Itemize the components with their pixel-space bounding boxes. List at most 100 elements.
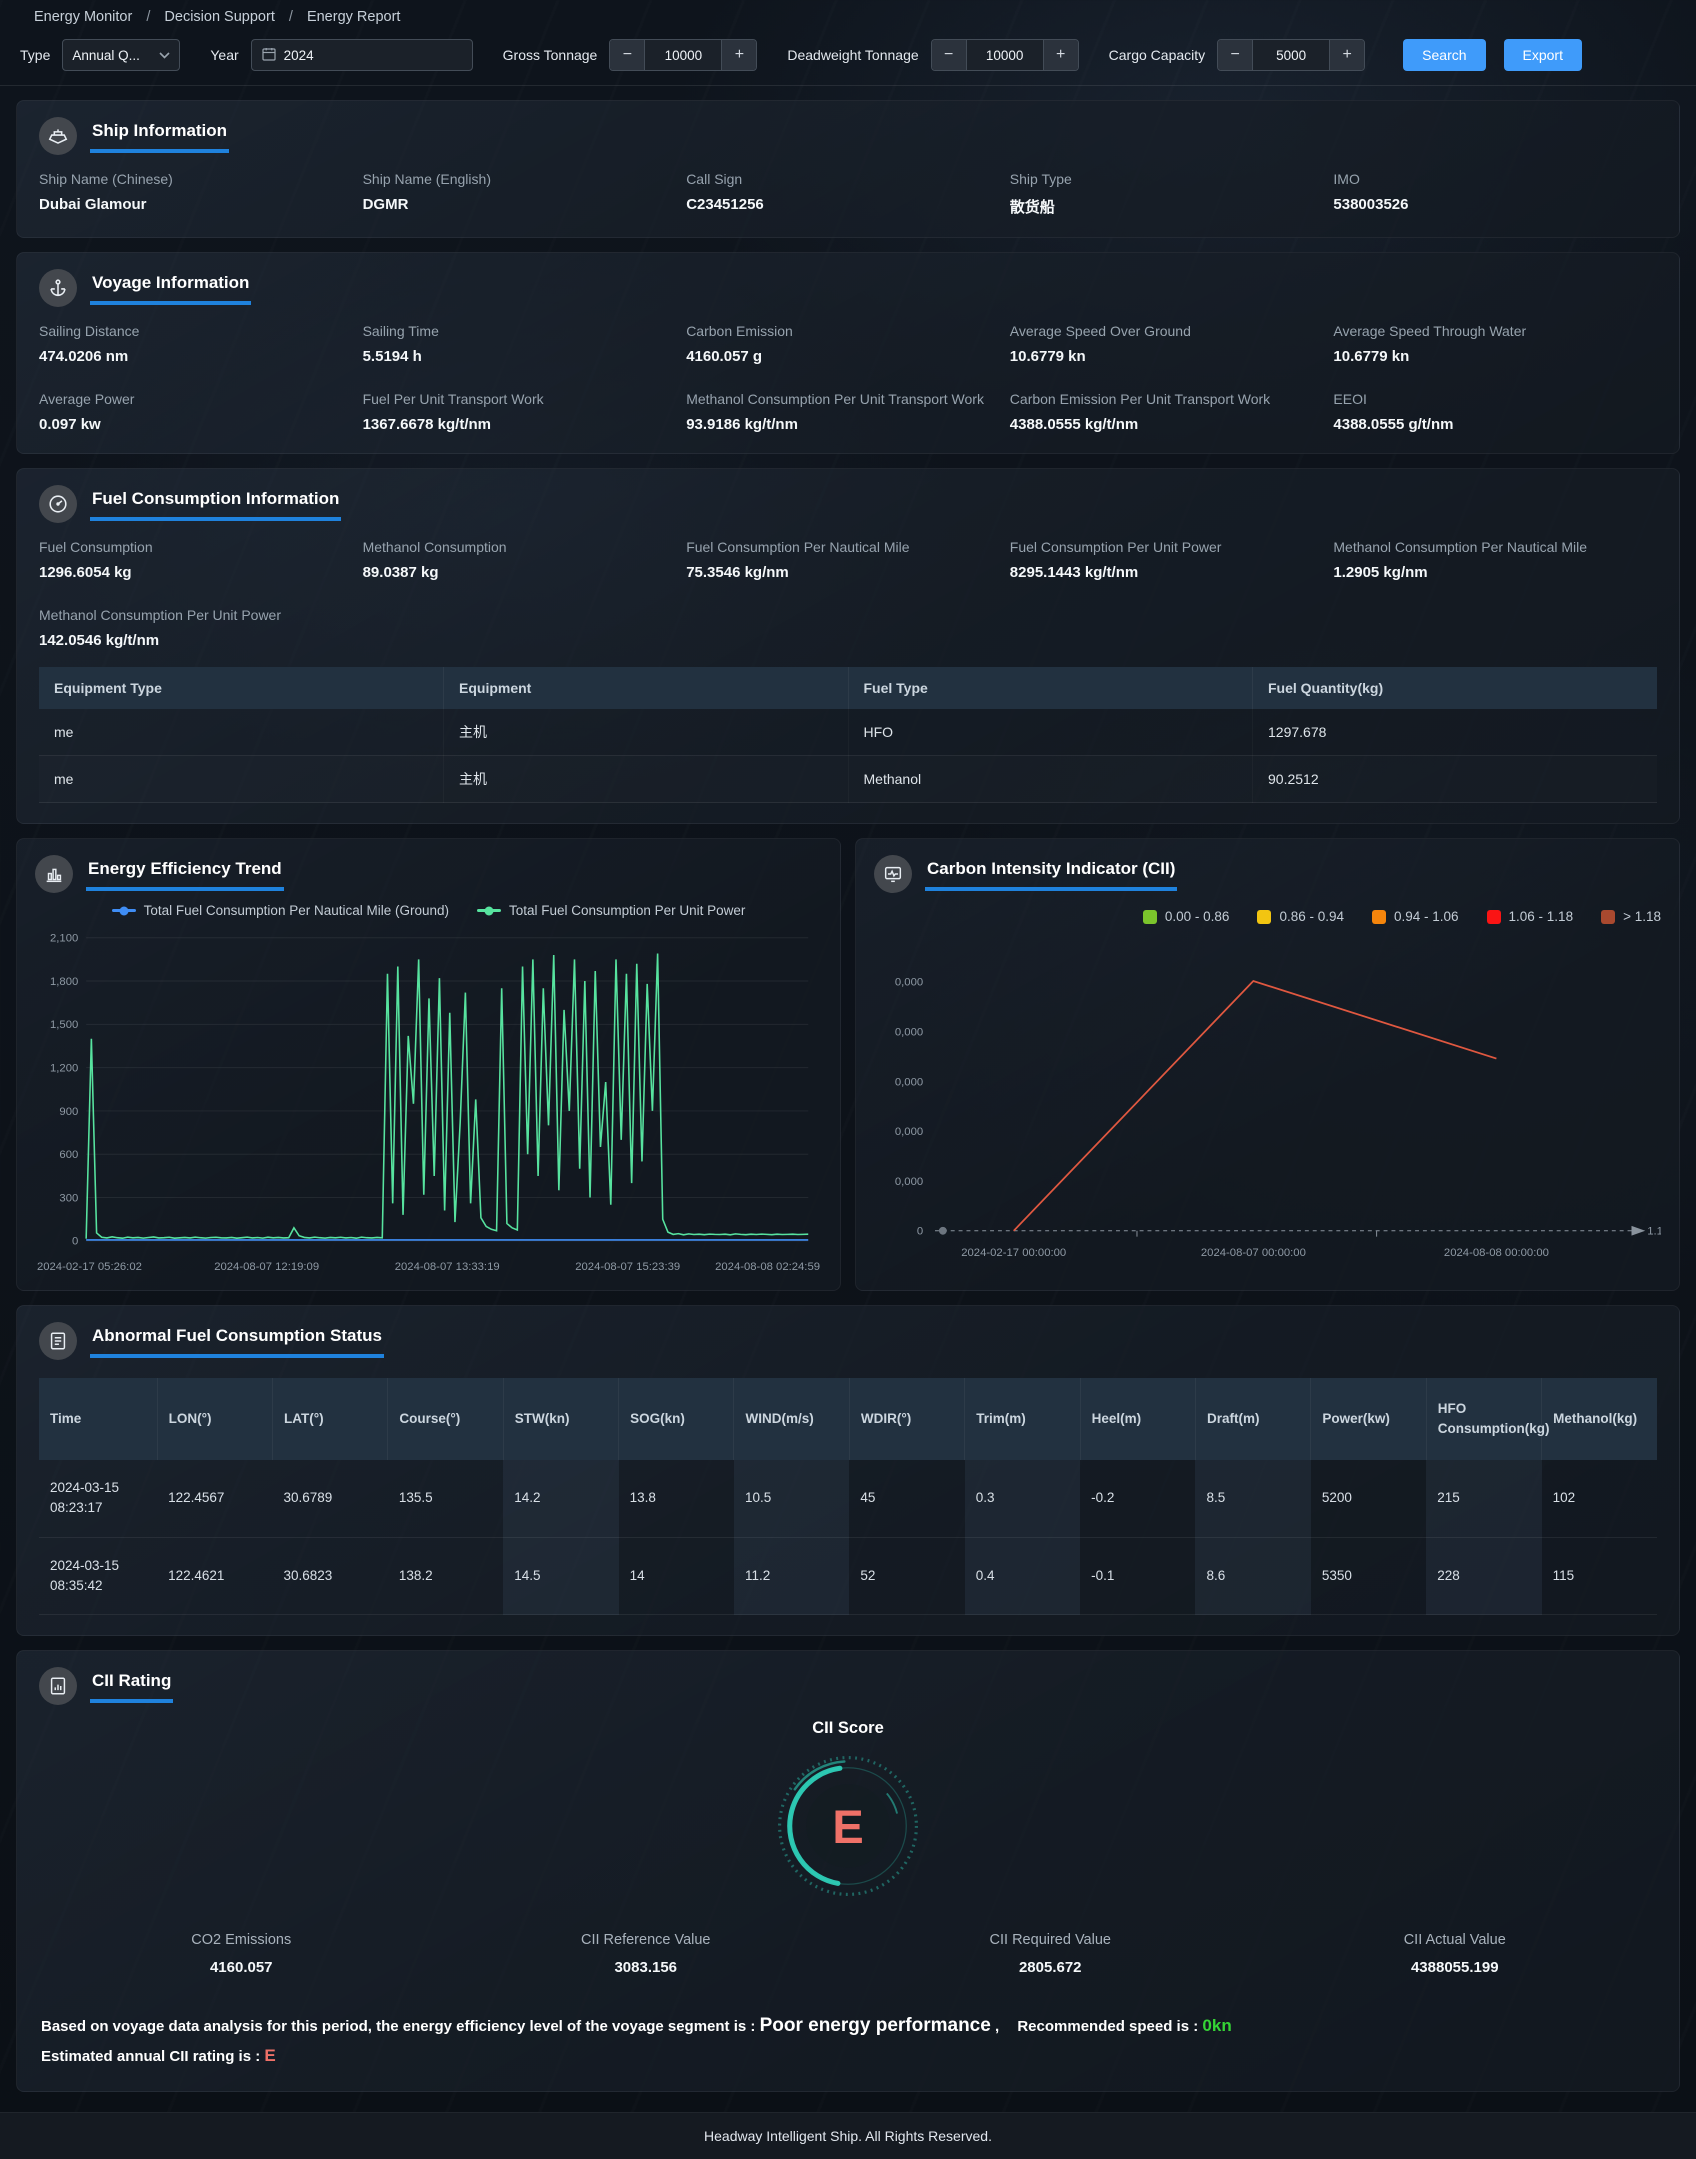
energy-efficiency-chart: 0 300 600 900 1,200 1,500 1,800 2,100 2024-02-17… (37, 933, 820, 1273)
svg-text:2024-02-17 00:00:00: 2024-02-17 00:00:00 (961, 1247, 1066, 1259)
deadweight-tonnage-decrement-button[interactable]: − (931, 40, 966, 70)
svg-text:2024-08-07 13:33:19: 2024-08-07 13:33:19 (395, 1261, 500, 1273)
gross-tonnage-increment-button[interactable]: + (722, 40, 757, 70)
table-cell: 1297.678 (1252, 709, 1657, 756)
legend-swatch (1486, 909, 1501, 924)
equipment-table-header: Equipment (443, 667, 849, 709)
svg-text:0,000: 0,000 (895, 977, 923, 989)
legend-item[interactable]: Total Fuel Consumption Per Unit Power (477, 903, 745, 918)
abnormal-table-header: Methanol(kg) (1541, 1378, 1657, 1460)
footer-text: Headway Intelligent Ship. All Rights Res… (704, 2128, 992, 2145)
abnormal-table-header: WDIR(°) (849, 1378, 966, 1460)
year-filter-group: Year (210, 39, 473, 71)
legend-swatch (1257, 909, 1272, 924)
charts-row: Energy Efficiency Trend Total Fuel Consu… (16, 838, 1680, 1291)
legend-marker (111, 906, 136, 915)
deadweight-tonnage-group: Deadweight Tonnage − + (787, 39, 1079, 71)
metric-value: 4388055.199 (1410, 1959, 1499, 1976)
breadcrumb: Energy Monitor / Decision Support / Ener… (0, 0, 1696, 27)
voyage-information-card: Voyage Information Sailing Distance 474.0… (16, 252, 1680, 454)
svg-text:0,000: 0,000 (895, 1176, 923, 1188)
equipment-table-row: me 主机 Methanol 90.2512 (39, 755, 1657, 803)
year-field[interactable] (283, 47, 462, 63)
svg-text:2024-02-17 05:26:02: 2024-02-17 05:26:02 (37, 1261, 142, 1273)
metric-label: CII Required Value (989, 1932, 1111, 1948)
legend-label: 1.06 - 1.18 (1508, 909, 1574, 924)
cargo-capacity-decrement-button[interactable]: − (1218, 40, 1253, 70)
deadweight-tonnage-increment-button[interactable]: + (1043, 40, 1078, 70)
legend-item[interactable]: 1.06 - 1.18 (1486, 909, 1574, 924)
deadweight-tonnage-label: Deadweight Tonnage (787, 47, 919, 63)
abnormal-table-header: WIND(m/s) (733, 1378, 850, 1460)
cii-chart-title: Carbon Intensity Indicator (CII) (925, 857, 1178, 891)
cargo-capacity-increment-button[interactable]: + (1330, 40, 1365, 70)
svg-text:2,100: 2,100 (50, 933, 78, 945)
fuel-consumption-fields: Fuel Consumption 1296.6054 kg Methanol Co… (39, 539, 1657, 649)
legend-item[interactable]: 0.00 - 0.86 (1142, 909, 1230, 924)
year-input[interactable] (250, 39, 473, 71)
table-cell: 2024-03-15 08:23:17 (39, 1460, 158, 1538)
gross-tonnage-decrement-button[interactable]: − (610, 40, 645, 70)
field-value: 散货船 (1009, 199, 1055, 216)
svg-text:300: 300 (59, 1192, 78, 1204)
abnormal-table-header: HFO Consumption(kg) (1426, 1378, 1549, 1460)
gross-tonnage-group: Gross Tonnage − + (503, 39, 758, 71)
legend-item[interactable]: 0.94 - 1.06 (1371, 909, 1459, 924)
table-cell: 90.2512 (1252, 755, 1657, 803)
svg-text:1.18: 1.18 (1647, 1226, 1661, 1238)
legend-label: 0.94 - 1.06 (1393, 909, 1459, 924)
svg-text:2024-08-07 00:00:00: 2024-08-07 00:00:00 (1201, 1247, 1306, 1259)
abnormal-table-header: Time (39, 1378, 158, 1460)
legend-marker (477, 906, 502, 915)
legend-label: 0.00 - 0.86 (1164, 909, 1230, 924)
type-filter-group: Type Annual Q... (20, 39, 181, 71)
breadcrumb-item-energy-monitor[interactable]: Energy Monitor (34, 9, 133, 25)
abnormal-table-header: STW(kn) (503, 1378, 620, 1460)
field-label: Carbon Emission (686, 323, 793, 339)
table-cell: Methanol (848, 755, 1253, 803)
cargo-capacity-field[interactable] (1252, 40, 1331, 70)
gross-tonnage-field[interactable] (644, 40, 723, 70)
energy-efficiency-trend-title: Energy Efficiency Trend (86, 857, 284, 891)
legend-item[interactable]: > 1.18 (1601, 909, 1661, 924)
field-value: 1296.6054 kg (39, 564, 132, 581)
svg-text:2024-08-08 02:24:59: 2024-08-08 02:24:59 (715, 1261, 820, 1273)
field-label: Average Speed Over Ground (1009, 323, 1191, 339)
legend-item[interactable]: Total Fuel Consumption Per Nautical Mile… (111, 903, 449, 918)
table-cell: HFO (848, 709, 1253, 756)
equipment-table: Equipment Type Equipment Fuel Type Fuel … (39, 667, 1657, 803)
legend-swatch (1371, 909, 1386, 924)
table-cell: 52 (849, 1537, 965, 1615)
deadweight-tonnage-field[interactable] (965, 40, 1044, 70)
cii-score-label: CII Score (812, 1719, 884, 1737)
ship-icon (39, 117, 77, 155)
cii-chart-card: Carbon Intensity Indicator (CII) 0.00 - … (855, 838, 1680, 1291)
table-cell: 主机 (443, 755, 848, 803)
export-button[interactable]: Export (1503, 39, 1582, 71)
breadcrumb-separator: / (146, 9, 151, 25)
abnormal-table-header: Trim(m) (964, 1378, 1081, 1460)
metric-value: 2805.672 (1018, 1959, 1082, 1976)
gauge-icon (39, 485, 77, 523)
legend-item[interactable]: 0.86 - 0.94 (1257, 909, 1344, 924)
cii-rating-title: CII Rating (90, 1669, 174, 1703)
recommended-speed-label: Recommended speed is : (1017, 2018, 1199, 2035)
field-label: Sailing Distance (39, 323, 140, 339)
table-cell: 115 (1541, 1537, 1657, 1615)
breadcrumb-item-decision-support[interactable]: Decision Support (164, 9, 275, 25)
search-button[interactable]: Search (1403, 39, 1486, 71)
equipment-table-header: Fuel Quantity(kg) (1252, 667, 1657, 709)
energy-efficiency-trend-card: Energy Efficiency Trend Total Fuel Consu… (16, 838, 841, 1291)
table-cell: 138.2 (387, 1537, 504, 1615)
analysis-prefix: Based on voyage data analysis for this p… (41, 2018, 756, 2035)
svg-text:0: 0 (917, 1226, 923, 1238)
deadweight-tonnage-stepper: − + (930, 39, 1079, 71)
breadcrumb-item-energy-report: Energy Report (306, 9, 401, 25)
field-value: 75.3546 kg/nm (686, 564, 789, 581)
svg-text:900: 900 (59, 1106, 78, 1118)
type-select[interactable]: Annual Q... (62, 39, 181, 71)
equipment-table-header: Fuel Type (848, 667, 1253, 709)
chevron-down-icon (159, 51, 170, 59)
table-cell: me (39, 755, 444, 803)
